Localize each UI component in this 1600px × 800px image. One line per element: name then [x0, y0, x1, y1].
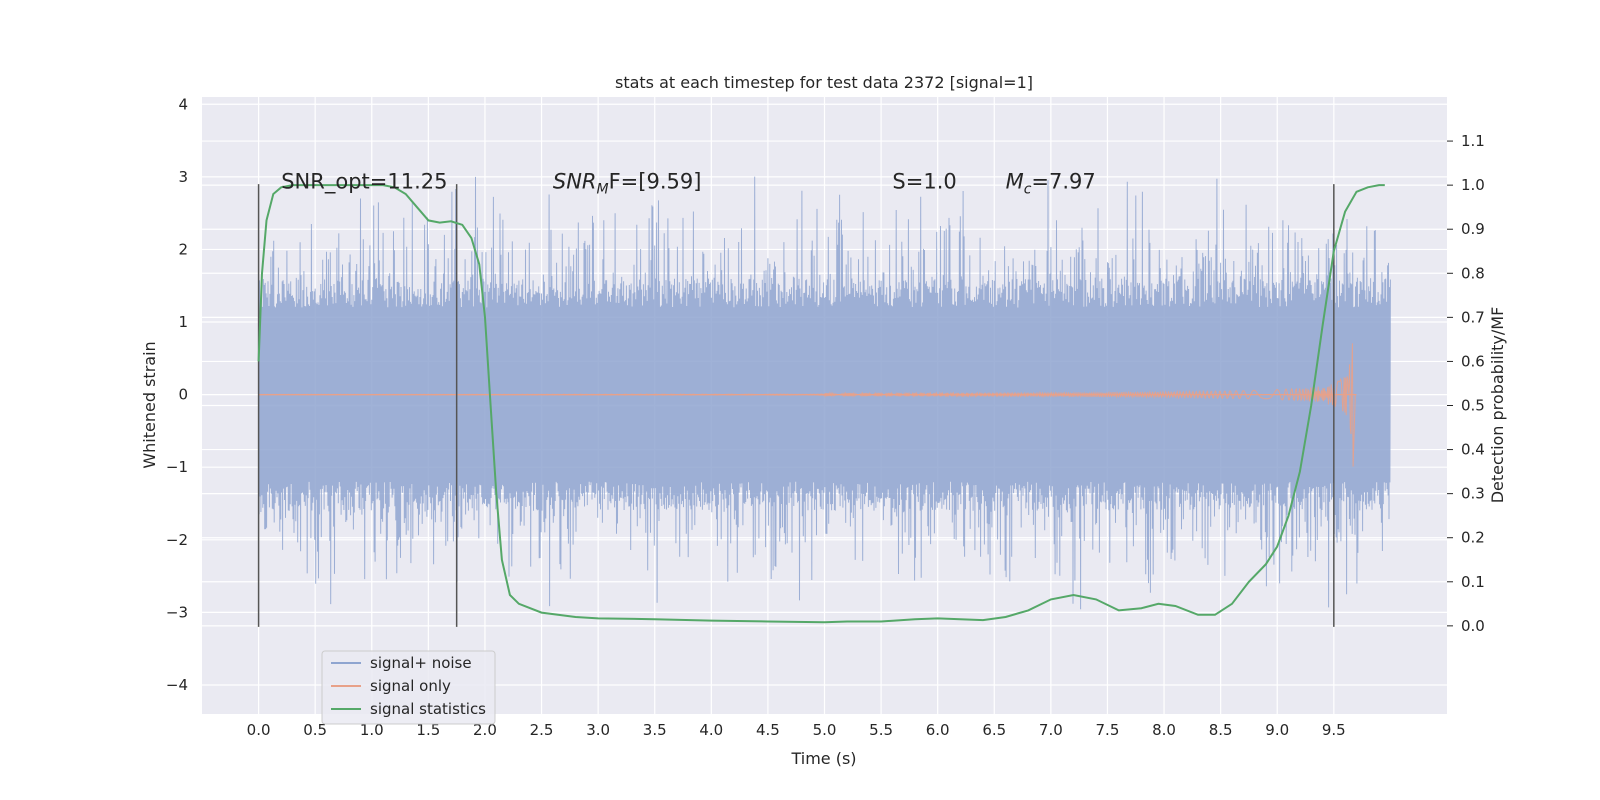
y-tick-label: 0	[178, 386, 188, 404]
right-tick-label: 0.4	[1461, 441, 1485, 459]
series-signal-noise	[258, 176, 1391, 610]
right-tick-label: 0.0	[1461, 617, 1485, 635]
x-tick-label: 3.5	[643, 721, 667, 739]
right-tick-label: 0.2	[1461, 529, 1485, 547]
annotation-text: SNR_opt=11.25	[281, 169, 447, 194]
y-tick-label: −3	[166, 603, 188, 621]
right-y-axis-label: Detection probability/MF	[1488, 307, 1507, 504]
x-tick-label: 9.0	[1265, 721, 1289, 739]
x-tick-label: 1.0	[360, 721, 384, 739]
x-tick-label: 6.5	[982, 721, 1006, 739]
x-tick-label: 1.5	[416, 721, 440, 739]
series-signal-only	[258, 343, 1357, 467]
legend: signal+ noise signal only signal statist…	[321, 650, 496, 725]
x-tick-label: 7.5	[1096, 721, 1120, 739]
right-tick-label: 0.5	[1461, 397, 1485, 415]
right-axis-ticks: 1.1 1.0 0.9 0.8 0.7 0.6 0.5 0.4 0.3 0.2 0.1 0.0	[1447, 132, 1485, 635]
legend-label-signal-noise: signal+ noise	[370, 654, 472, 672]
x-axis-label: Time (s)	[790, 749, 856, 768]
annotations: SNR_opt=11.25 SNRMF=[9.59] S=1.0 Mc=7.97	[281, 169, 1096, 197]
right-tick-label: 0.3	[1461, 485, 1485, 503]
x-tick-label: 0.0	[247, 721, 271, 739]
y-tick-label: −4	[166, 676, 188, 694]
right-tick-label: 0.8	[1461, 264, 1485, 282]
x-tick-label: 6.0	[926, 721, 950, 739]
y-tick-label: −2	[166, 531, 188, 549]
x-axis-ticks: 0.0 0.5 1.0 1.5 2.0 2.5 3.0 3.5 4.0 4.5 5.0 5.5 6.0 6…	[247, 721, 1346, 739]
x-tick-label: 8.0	[1152, 721, 1176, 739]
right-tick-label: 1.0	[1461, 176, 1485, 194]
signal-statistics-line	[257, 184, 1385, 624]
x-tick-label: 4.5	[756, 721, 780, 739]
x-tick-label: 4.0	[699, 721, 723, 739]
y-tick-label: −1	[166, 458, 188, 476]
x-tick-label: 5.5	[869, 721, 893, 739]
y-tick-label: 3	[178, 168, 188, 186]
vertical-markers	[257, 184, 1335, 627]
y-tick-label: 2	[178, 240, 188, 258]
x-tick-label: 2.5	[530, 721, 554, 739]
legend-label-signal-statistics: signal statistics	[370, 700, 486, 718]
signal-noise-line	[258, 176, 1391, 610]
right-tick-label: 0.7	[1461, 308, 1485, 326]
x-tick-label: 2.0	[473, 721, 497, 739]
right-tick-label: 0.1	[1461, 573, 1485, 591]
chart-title: stats at each timestep for test data 237…	[615, 73, 1033, 92]
y-axis-label: Whitened strain	[140, 341, 159, 468]
legend-box	[321, 650, 496, 725]
y-tick-label: 1	[178, 313, 188, 331]
y-axis-ticks: 4 3 2 1 0 −1 −2 −3 −4	[166, 95, 188, 694]
x-tick-label: 0.5	[303, 721, 327, 739]
x-tick-label: 9.5	[1322, 721, 1346, 739]
legend-label-signal-only: signal only	[370, 677, 451, 695]
x-tick-label: 8.5	[1209, 721, 1233, 739]
x-tick-label: 7.0	[1039, 721, 1063, 739]
annotation-text: S=1.0	[892, 169, 956, 193]
annotation-text: SNRMF=[9.59]	[553, 169, 702, 197]
annotation-text: Mc=7.97	[1006, 169, 1096, 197]
right-tick-label: 0.6	[1461, 352, 1485, 370]
y-tick-label: 4	[178, 95, 188, 113]
right-tick-label: 1.1	[1461, 132, 1485, 150]
series-signal-statistics	[257, 184, 1385, 624]
x-tick-label: 5.0	[813, 721, 837, 739]
right-tick-label: 0.9	[1461, 220, 1485, 238]
x-tick-label: 3.0	[586, 721, 610, 739]
